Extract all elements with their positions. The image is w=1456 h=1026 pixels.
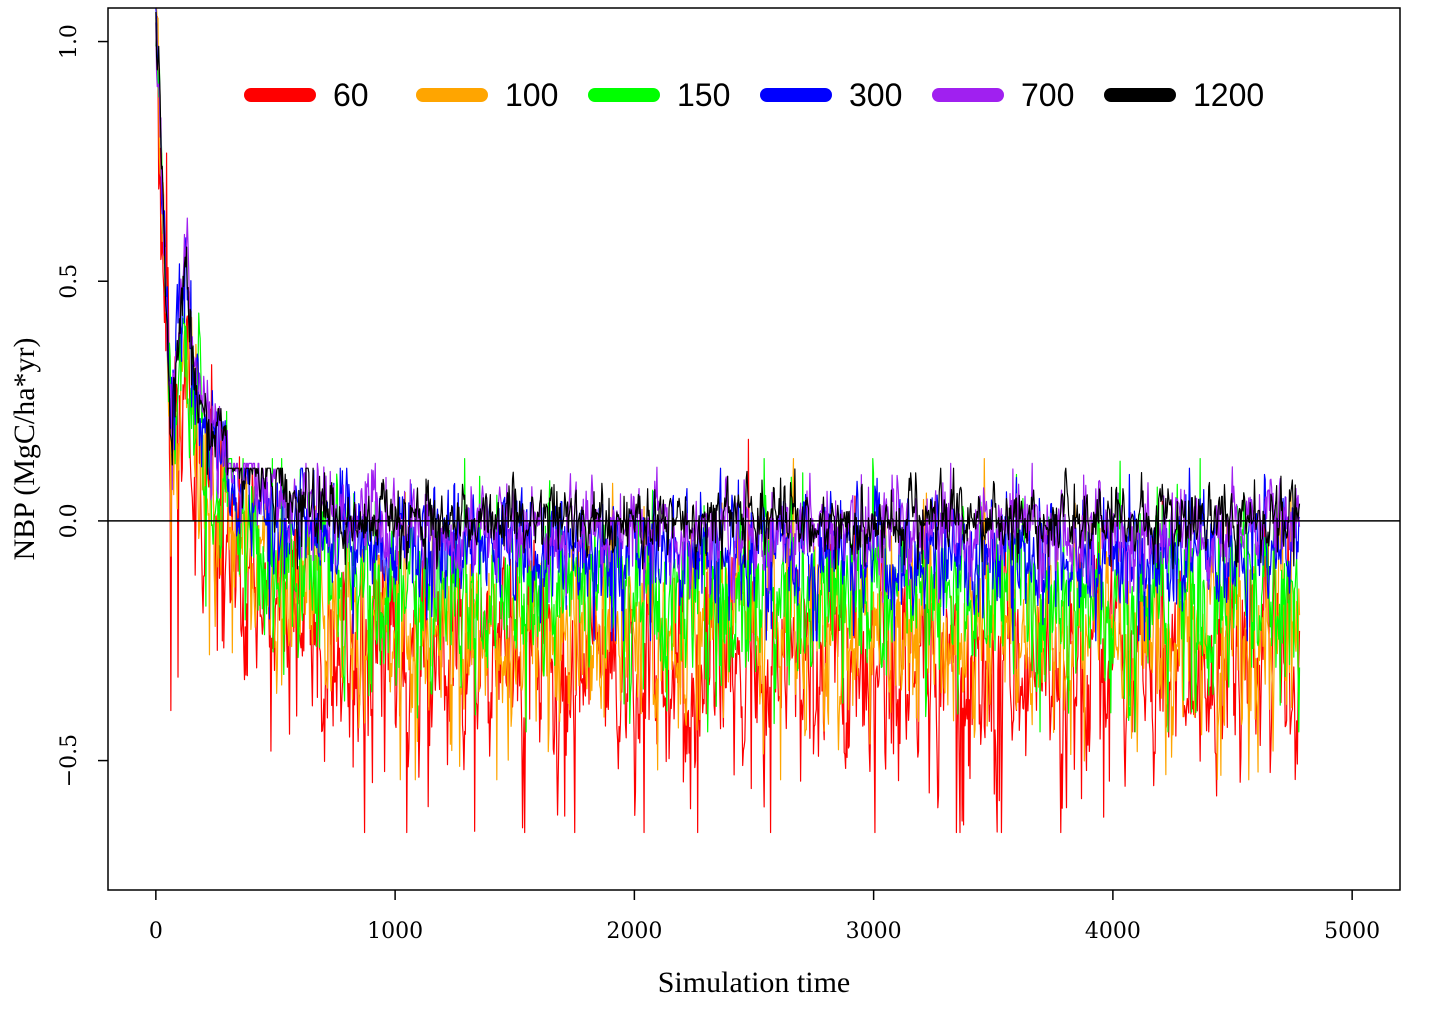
x-tick-label: 4000 (1085, 919, 1141, 944)
legend: 60 100 150 300 700 1200 (244, 77, 1264, 113)
series-layer (155, 7, 1301, 834)
x-tick-label: 2000 (606, 919, 662, 944)
y-tick-label: −0.5 (57, 734, 82, 787)
y-axis: −0.5 0.0 0.5 1.0 (57, 24, 108, 787)
legend-label-150: 150 (677, 77, 730, 113)
legend-label-60: 60 (333, 77, 369, 113)
x-tick-label: 1000 (367, 919, 423, 944)
legend-label-100: 100 (505, 77, 558, 113)
legend-label-700: 700 (1021, 77, 1074, 113)
x-tick-label: 3000 (846, 919, 902, 944)
y-axis-title: NBP (MgC/ha*yr) (8, 337, 41, 560)
plot-frame (107, 7, 1401, 891)
x-tick-label: 0 (149, 919, 163, 944)
legend-label-1200: 1200 (1193, 77, 1264, 113)
y-tick-label: 0.0 (57, 503, 82, 538)
series-line-1200 (155, 11, 1301, 570)
x-axis-title: Simulation time (658, 966, 851, 999)
x-axis: 0 1000 2000 3000 4000 5000 (149, 890, 1380, 944)
y-tick-label: 1.0 (57, 24, 82, 59)
legend-label-300: 300 (849, 77, 902, 113)
y-tick-label: 0.5 (57, 264, 82, 299)
x-tick-label: 5000 (1324, 919, 1380, 944)
series-line-60 (155, 15, 1301, 834)
